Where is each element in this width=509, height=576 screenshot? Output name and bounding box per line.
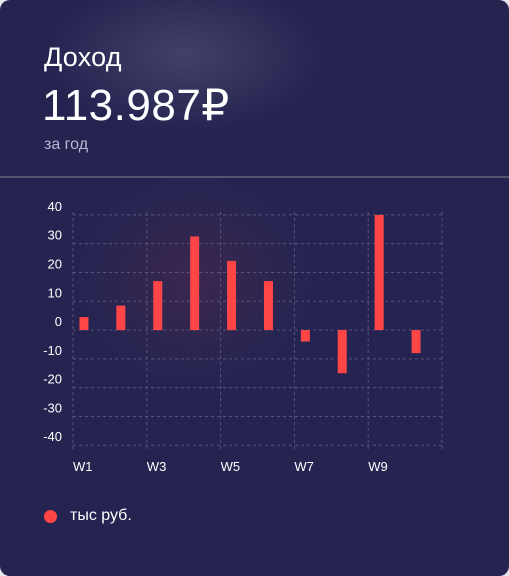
card-title: Доход — [44, 42, 122, 73]
y-tick-label: -40 — [43, 429, 62, 444]
y-tick-label: 20 — [48, 256, 62, 271]
period-label: за год — [44, 136, 88, 154]
x-tick-label: W1 — [73, 459, 93, 474]
bar — [375, 215, 384, 330]
bar — [264, 281, 273, 330]
bar — [227, 261, 236, 330]
y-tick-label: -30 — [43, 400, 62, 415]
bar — [412, 330, 421, 353]
x-tick-label: W5 — [221, 459, 241, 474]
bar — [301, 330, 310, 342]
bar — [190, 236, 199, 330]
bar — [116, 306, 125, 330]
y-tick-label: 40 — [48, 199, 62, 214]
chart-legend[interactable]: тыс руб. — [44, 507, 132, 525]
x-tick-label: W3 — [147, 459, 167, 474]
y-tick-label: -20 — [43, 372, 62, 387]
legend-marker — [44, 510, 57, 523]
y-tick-label: 10 — [48, 285, 62, 300]
income-amount: 113.987₽ — [42, 80, 230, 131]
x-tick-label: W9 — [368, 459, 388, 474]
bar — [79, 317, 88, 330]
y-tick-label: 0 — [55, 314, 62, 329]
bar — [153, 281, 162, 330]
card-header: Доход 113.987₽ за год — [0, 0, 509, 176]
bar — [338, 330, 347, 373]
legend-label: тыс руб. — [70, 507, 132, 525]
x-tick-label: W7 — [294, 459, 314, 474]
income-bar-chart: 40 30 20 10 0 -10 -20 -30 -40 W1 W3 W5 W7 W9 — [0, 178, 509, 478]
y-tick-label: 30 — [48, 228, 62, 243]
y-tick-label: -10 — [43, 343, 62, 358]
